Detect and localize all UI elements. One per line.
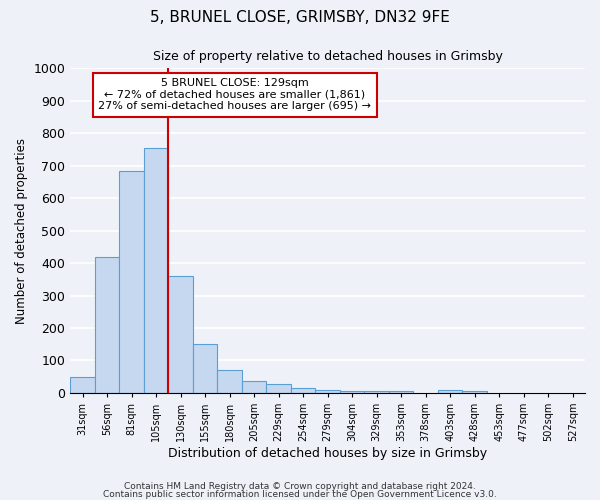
Y-axis label: Number of detached properties: Number of detached properties [15, 138, 28, 324]
Bar [193, 344, 217, 393]
Bar [316, 390, 340, 393]
Text: Contains HM Land Registry data © Crown copyright and database right 2024.: Contains HM Land Registry data © Crown c… [124, 482, 476, 491]
Bar [95, 256, 119, 393]
Title: Size of property relative to detached houses in Grimsby: Size of property relative to detached ho… [153, 50, 503, 63]
Bar [364, 392, 389, 393]
Bar [242, 380, 266, 393]
X-axis label: Distribution of detached houses by size in Grimsby: Distribution of detached houses by size … [168, 447, 487, 460]
Bar [463, 390, 487, 393]
Text: 5 BRUNEL CLOSE: 129sqm
← 72% of detached houses are smaller (1,861)
27% of semi-: 5 BRUNEL CLOSE: 129sqm ← 72% of detached… [98, 78, 371, 112]
Text: Contains public sector information licensed under the Open Government Licence v3: Contains public sector information licen… [103, 490, 497, 499]
Bar [340, 390, 364, 393]
Bar [169, 276, 193, 393]
Bar [291, 388, 316, 393]
Text: 5, BRUNEL CLOSE, GRIMSBY, DN32 9FE: 5, BRUNEL CLOSE, GRIMSBY, DN32 9FE [150, 10, 450, 25]
Bar [438, 390, 463, 393]
Bar [119, 170, 144, 393]
Bar [389, 392, 413, 393]
Bar [144, 148, 169, 393]
Bar [266, 384, 291, 393]
Bar [217, 370, 242, 393]
Bar [70, 376, 95, 393]
